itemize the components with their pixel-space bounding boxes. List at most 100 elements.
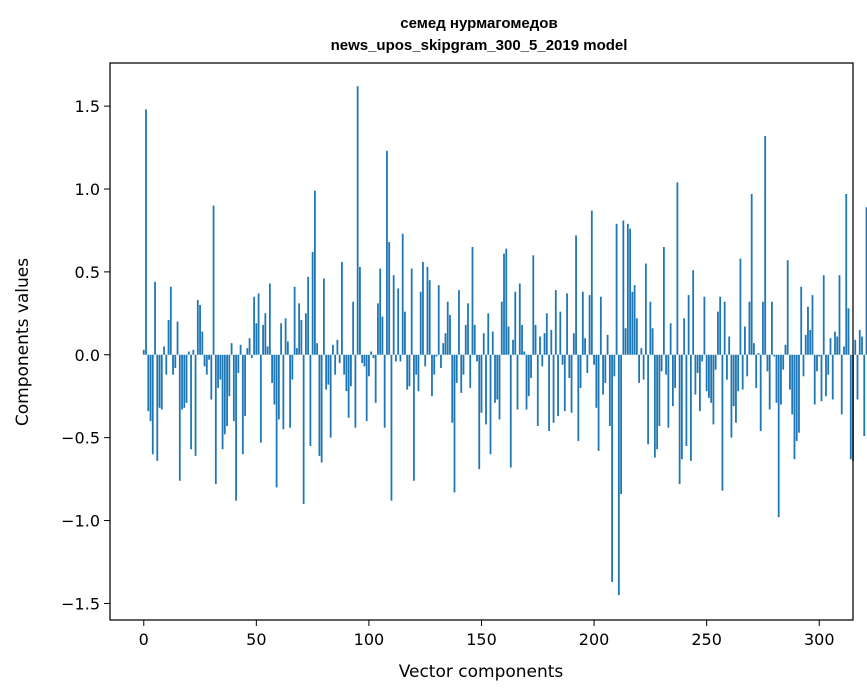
- bar: [435, 354, 438, 357]
- bar: [545, 313, 548, 355]
- bar: [476, 354, 478, 362]
- bar: [550, 329, 553, 355]
- bar: [660, 354, 663, 372]
- bar: [856, 354, 859, 400]
- bar: [273, 354, 276, 405]
- bar: [277, 354, 280, 420]
- bar: [811, 295, 814, 355]
- bar: [298, 303, 301, 355]
- x-tick-label: 250: [691, 630, 722, 649]
- bar: [332, 344, 334, 355]
- bar: [223, 354, 226, 435]
- bar: [854, 339, 857, 355]
- bar: [205, 354, 208, 375]
- bar: [746, 354, 749, 377]
- bar: [386, 150, 388, 355]
- bar: [822, 275, 825, 355]
- bar: [714, 354, 717, 370]
- x-tick-label: 200: [579, 630, 610, 649]
- y-tick-label: 1.5: [75, 97, 100, 116]
- bar: [282, 354, 285, 430]
- bar: [599, 296, 602, 355]
- bar: [773, 354, 776, 357]
- bar: [338, 354, 341, 364]
- bar: [750, 193, 753, 355]
- x-tick-label: 300: [804, 630, 835, 649]
- bar: [712, 354, 715, 425]
- bar: [813, 354, 816, 405]
- bar: [831, 354, 834, 400]
- bar: [178, 354, 181, 481]
- bar: [818, 354, 821, 357]
- bar: [370, 351, 373, 355]
- bar: [262, 324, 264, 355]
- bar: [708, 354, 710, 398]
- bar: [228, 354, 231, 397]
- bar: [635, 318, 638, 355]
- bar: [395, 354, 397, 362]
- bar: [615, 223, 618, 355]
- bar: [210, 354, 213, 400]
- bar: [163, 346, 165, 355]
- bar: [413, 354, 415, 481]
- bar: [554, 290, 557, 355]
- bar: [572, 333, 575, 355]
- bar: [820, 354, 823, 402]
- bar: [671, 354, 674, 407]
- bar: [559, 311, 562, 355]
- bar: [807, 306, 809, 355]
- bar: [307, 276, 310, 355]
- bar: [433, 354, 436, 375]
- bar: [518, 283, 521, 355]
- bar: [354, 354, 357, 428]
- bar: [505, 248, 508, 355]
- bar: [509, 354, 512, 468]
- bar: [183, 354, 186, 408]
- bar: [453, 354, 456, 493]
- bar: [487, 313, 490, 355]
- bar: [196, 300, 199, 355]
- bar: [581, 291, 584, 355]
- bar: [786, 260, 789, 355]
- bar: [595, 354, 598, 408]
- bar: [744, 326, 746, 355]
- bar: [199, 305, 201, 355]
- bar: [552, 354, 555, 423]
- bar: [539, 336, 541, 355]
- bar: [379, 268, 382, 355]
- bar: [309, 354, 312, 446]
- bar: [259, 354, 262, 443]
- bar: [804, 334, 807, 355]
- bar: [798, 354, 800, 433]
- bar: [723, 301, 726, 355]
- bar: [449, 314, 451, 355]
- bar: [383, 354, 386, 428]
- bar: [858, 329, 861, 355]
- bar: [359, 266, 361, 355]
- bar: [201, 331, 204, 355]
- bar: [543, 333, 546, 355]
- bar: [268, 283, 271, 355]
- bar: [759, 354, 762, 432]
- bar: [257, 293, 260, 355]
- bar: [620, 354, 622, 495]
- bar: [275, 354, 278, 488]
- bar: [780, 354, 782, 405]
- x-axis-label: Vector components: [399, 662, 564, 682]
- bar: [372, 354, 375, 359]
- bar: [212, 205, 215, 355]
- bar: [669, 323, 672, 355]
- bar: [789, 354, 791, 390]
- bar: [345, 354, 348, 392]
- bar: [732, 354, 735, 407]
- bar: [737, 354, 740, 392]
- bar: [494, 354, 496, 403]
- bar: [271, 354, 274, 383]
- bar: [728, 336, 731, 355]
- bar: [766, 354, 769, 372]
- bar: [730, 354, 733, 438]
- bar: [500, 301, 503, 355]
- bar: [579, 354, 582, 388]
- x-tick-label: 0: [139, 630, 149, 649]
